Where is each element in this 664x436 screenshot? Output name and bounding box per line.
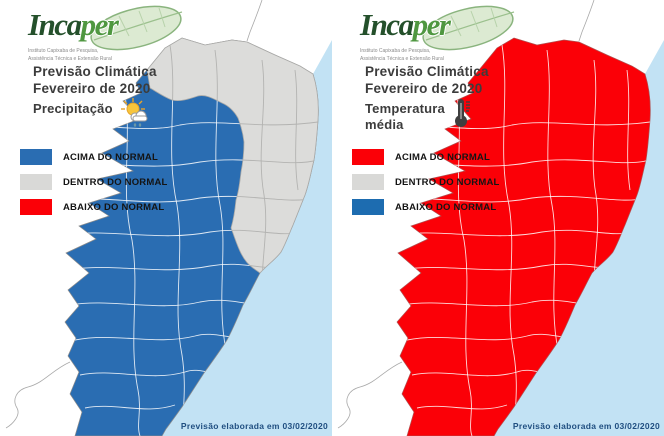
logo-tagline-line1: Instituto Capixaba de Pesquisa, — [360, 48, 431, 54]
neighbor-state-border-north — [246, 0, 263, 42]
legend-swatch-below-normal — [352, 199, 384, 215]
leaf-icon — [422, 5, 515, 51]
incaper-logo: Incaper Instituto Capixaba de Pesquisa, … — [28, 5, 183, 62]
logo-wordmark: Incaper — [360, 8, 510, 42]
forecast-title-line2: Fevereiro de 2020 — [365, 81, 483, 96]
logo-tagline-line1: Instituto Capixaba de Pesquisa, — [28, 48, 99, 54]
logo-tagline-line2: Assistência Técnica e Extensão Rural — [28, 56, 112, 62]
legend-precipitation: ACIMA DO NORMAL DENTRO DO NORMAL ABAIXO … — [20, 149, 168, 224]
legend-label-below-normal: ABAIXO DO NORMAL — [395, 201, 497, 213]
forecast-title-line1: Previsão Climática — [33, 64, 157, 79]
logo-part-inca: Inca — [28, 7, 82, 42]
forecast-title-line2: Fevereiro de 2020 — [33, 81, 151, 96]
legend-label-above-normal: ACIMA DO NORMAL — [63, 151, 158, 163]
variable-label-line1: Temperatura — [365, 101, 445, 116]
forecast-date-note: Previsão elaborada em 03/02/2020 — [512, 421, 660, 431]
panel-temperature: Incaper Instituto Capixaba de Pesquisa, … — [332, 0, 664, 436]
logo-wordmark: Incaper — [28, 8, 178, 42]
neighbor-state-border-southwest — [337, 361, 403, 429]
legend-swatch-within-normal — [20, 174, 52, 190]
legend-swatch-below-normal — [20, 199, 52, 215]
logo-part-per: per — [80, 7, 119, 42]
legend-swatch-within-normal — [352, 174, 384, 190]
forecast-title: Previsão Climática Fevereiro de 2020 — [33, 63, 157, 97]
neighbor-state-border-southwest — [5, 361, 71, 429]
thermometer-icon — [454, 99, 470, 127]
logo-tagline-line2: Assistência Técnica e Extensão Rural — [360, 56, 444, 62]
legend-row-within-normal: DENTRO DO NORMAL — [20, 174, 168, 190]
sun-cloud-rain-icon — [120, 98, 148, 127]
variable-temperature: Temperatura média — [365, 99, 474, 133]
leaf-icon — [90, 5, 183, 51]
variable-label: Precipitação — [33, 101, 113, 116]
legend-row-above-normal: ACIMA DO NORMAL — [352, 149, 500, 165]
neighbor-state-border-north — [578, 0, 595, 42]
forecast-title-line1: Previsão Climática — [365, 64, 489, 79]
incaper-logo: Incaper Instituto Capixaba de Pesquisa, … — [360, 5, 515, 62]
variable-label-line2: média — [365, 117, 404, 132]
legend-swatch-above-normal — [20, 149, 52, 165]
variable-precipitation: Precipitação — [33, 98, 152, 127]
legend-label-within-normal: DENTRO DO NORMAL — [63, 176, 168, 188]
legend-row-within-normal: DENTRO DO NORMAL — [352, 174, 500, 190]
legend-row-below-normal: ABAIXO DO NORMAL — [352, 199, 500, 215]
variable-label: Temperatura média — [365, 101, 445, 133]
forecast-title: Previsão Climática Fevereiro de 2020 — [365, 63, 489, 97]
legend-label-below-normal: ABAIXO DO NORMAL — [63, 201, 165, 213]
panel-precipitation: Incaper Instituto Capixaba de Pesquisa, … — [5, 0, 332, 436]
logo-part-inca: Inca — [360, 7, 414, 42]
legend-label-within-normal: DENTRO DO NORMAL — [395, 176, 500, 188]
legend-label-above-normal: ACIMA DO NORMAL — [395, 151, 490, 163]
forecast-date-note: Previsão elaborada em 03/02/2020 — [180, 421, 328, 431]
legend-temperature: ACIMA DO NORMAL DENTRO DO NORMAL ABAIXO … — [352, 149, 500, 224]
legend-row-above-normal: ACIMA DO NORMAL — [20, 149, 168, 165]
legend-swatch-above-normal — [352, 149, 384, 165]
legend-row-below-normal: ABAIXO DO NORMAL — [20, 199, 168, 215]
logo-part-per: per — [412, 7, 451, 42]
